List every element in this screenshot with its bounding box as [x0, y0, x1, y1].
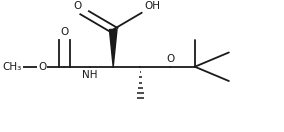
Text: O: O — [166, 54, 174, 64]
Text: O: O — [38, 62, 47, 72]
Text: OH: OH — [145, 1, 160, 11]
Text: O: O — [74, 1, 82, 11]
Text: NH: NH — [82, 70, 98, 80]
Text: CH₃: CH₃ — [3, 62, 22, 72]
Polygon shape — [109, 29, 117, 67]
Text: O: O — [60, 27, 68, 37]
